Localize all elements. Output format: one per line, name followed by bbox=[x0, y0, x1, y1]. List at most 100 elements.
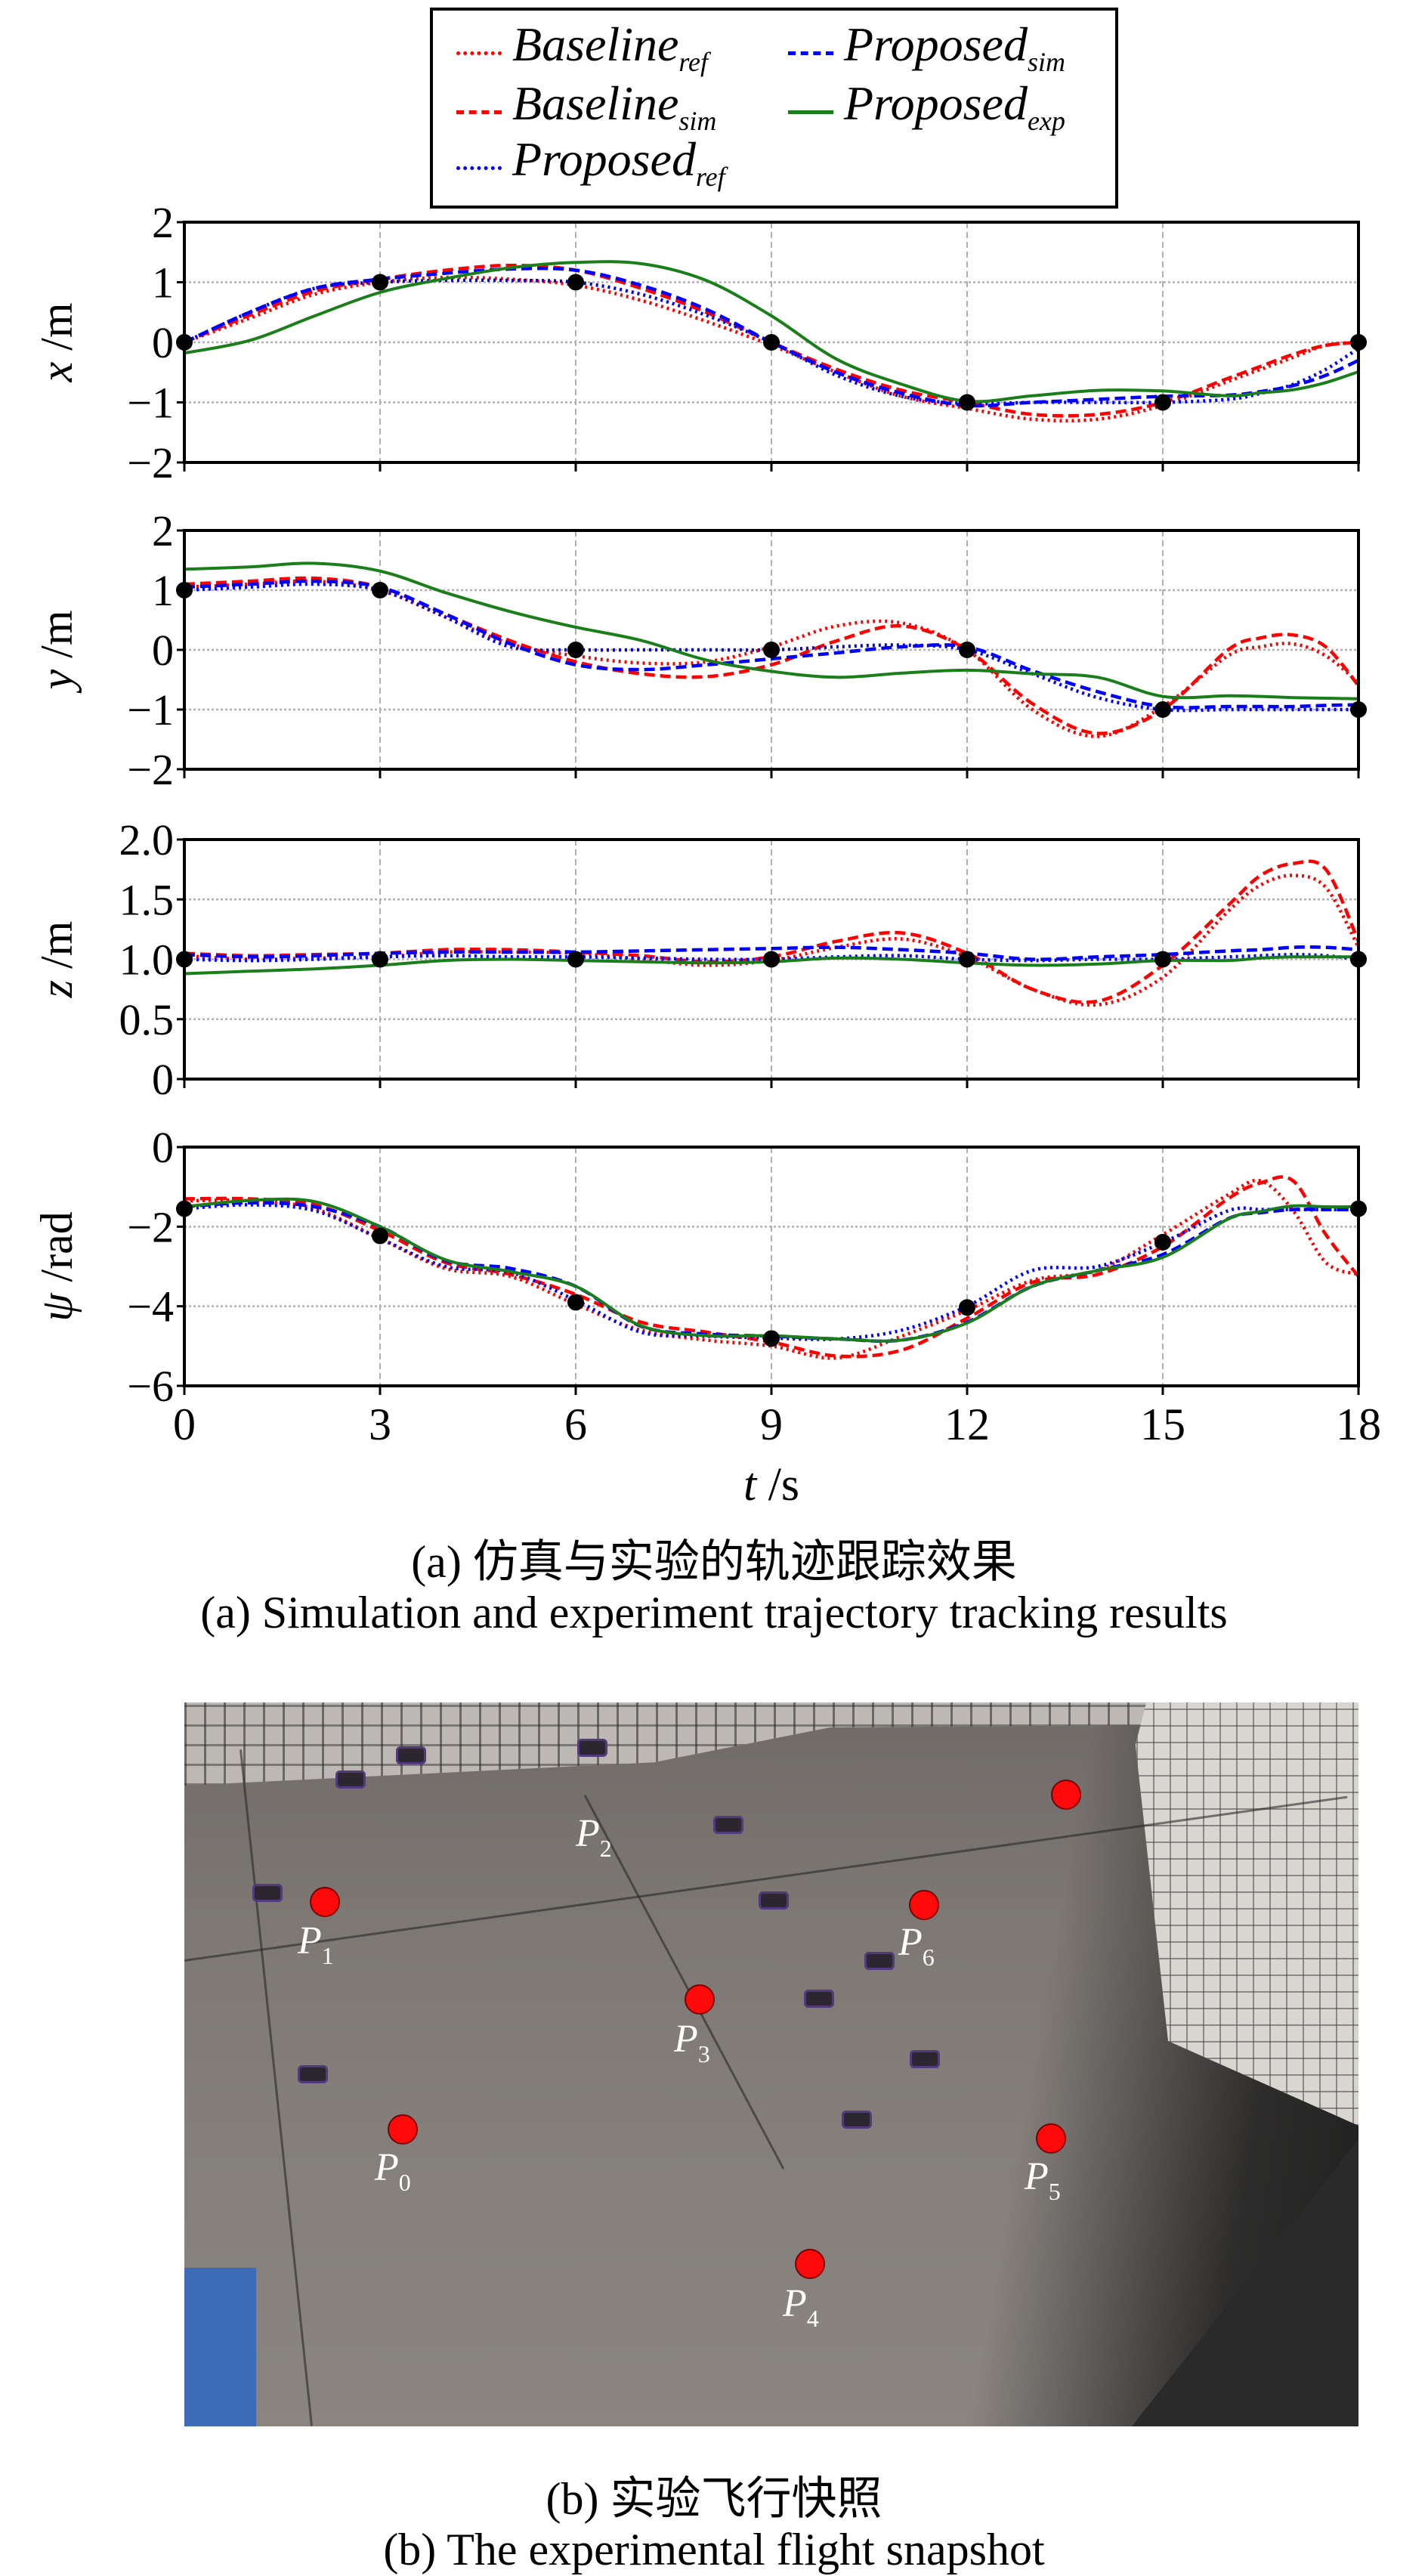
legend-item-proposed-sim: Proposedsim bbox=[788, 20, 1065, 77]
flight-snapshot-photo: P2 P1 P6 P3 P0 P5 P4 bbox=[184, 1702, 1358, 2426]
waypoint-marker-p1 bbox=[310, 1887, 340, 1917]
z-series-proposed-ref bbox=[184, 952, 1359, 963]
blue-mat bbox=[184, 2268, 256, 2426]
y-ytick-label: 0 bbox=[152, 626, 174, 675]
y-ytick-label: 1 bbox=[152, 566, 174, 615]
x-ytick-label: −2 bbox=[127, 438, 174, 487]
x-axes-frame bbox=[183, 221, 1360, 464]
x-series-baseline-ref bbox=[184, 275, 1359, 423]
time-tick-label: 6 bbox=[564, 1399, 587, 1449]
time-tick-label: 3 bbox=[369, 1399, 391, 1449]
net-corner bbox=[1132, 2139, 1358, 2426]
psi-axis-label: ψ /rad bbox=[32, 1211, 82, 1322]
legend-item-baseline-ref: Baselineref bbox=[456, 20, 708, 77]
psi-waypoint-marker bbox=[567, 1294, 584, 1311]
psi-series-baseline-sim bbox=[184, 1175, 1360, 1359]
z-ytick-label: 0.5 bbox=[119, 995, 175, 1044]
y-ytick-label: 2 bbox=[152, 506, 174, 555]
waypoint-marker-p5 bbox=[1036, 2123, 1066, 2154]
drone bbox=[910, 2050, 940, 2068]
y-axis-label: y /m bbox=[32, 611, 82, 694]
wall-net bbox=[1135, 1702, 1358, 2126]
x-series-proposed-exp bbox=[184, 260, 1359, 404]
x-waypoint-marker bbox=[959, 394, 975, 411]
x-ytick-label: 0 bbox=[152, 318, 174, 367]
waypoint-label-p3: P3 bbox=[674, 2018, 710, 2068]
y-series-proposed-exp bbox=[184, 561, 1359, 700]
psi-ytick-label: −6 bbox=[127, 1362, 174, 1411]
legend-line-sample bbox=[456, 165, 502, 170]
y-ytick-label: −1 bbox=[127, 685, 174, 734]
drone bbox=[396, 1746, 426, 1764]
x-waypoint-marker bbox=[1154, 394, 1171, 411]
y-series-proposed-ref bbox=[184, 582, 1358, 713]
drone bbox=[713, 1816, 743, 1834]
legend-line-sample bbox=[456, 110, 502, 114]
caption-b-english: (b) The experimental flight snapshot bbox=[383, 2525, 1045, 2574]
x-axis-label: x /m bbox=[32, 303, 82, 383]
waypoint-marker-p6 bbox=[909, 1890, 939, 1920]
z-series-baseline-ref bbox=[184, 874, 1360, 1007]
x-series-baseline-sim bbox=[184, 263, 1359, 418]
psi-waypoint-marker bbox=[1154, 1233, 1171, 1251]
z-ytick-label: 0 bbox=[152, 1055, 174, 1104]
z-ytick-label: 2.0 bbox=[119, 815, 175, 864]
psi-axes-frame bbox=[183, 1146, 1360, 1387]
z-axis-label: z /m bbox=[32, 921, 82, 999]
psi-waypoint-marker bbox=[959, 1299, 975, 1316]
drone bbox=[577, 1739, 607, 1757]
time-tick-label: 12 bbox=[944, 1399, 990, 1449]
z-waypoint-marker bbox=[959, 951, 975, 968]
y-waypoint-marker bbox=[567, 642, 584, 658]
caption-b-chinese: (b) 实验飞行快照 bbox=[546, 2474, 882, 2524]
z-waypoint-marker bbox=[763, 951, 780, 968]
drone bbox=[804, 1990, 834, 2008]
psi-ytick-label: −2 bbox=[127, 1202, 174, 1251]
y-waypoint-marker bbox=[763, 642, 780, 658]
legend-label: Baselineref bbox=[512, 17, 709, 77]
y-axes-frame bbox=[183, 529, 1360, 771]
drone bbox=[842, 2111, 872, 2129]
time-tick-label: 0 bbox=[173, 1399, 196, 1449]
waypoint-marker-p3 bbox=[685, 1984, 715, 2015]
legend-item-proposed-exp: Proposedexp bbox=[788, 79, 1065, 136]
x-ytick-label: −1 bbox=[127, 379, 174, 428]
x-waypoint-marker bbox=[763, 334, 780, 351]
drone bbox=[252, 1884, 283, 1902]
psi-ytick-label: −4 bbox=[127, 1282, 174, 1331]
caption-a-chinese: (a) 仿真与实验的轨迹跟踪效果 bbox=[411, 1537, 1017, 1587]
x-series-proposed-ref bbox=[184, 278, 1360, 406]
y-ytick-label: −2 bbox=[127, 745, 174, 794]
y-waypoint-marker bbox=[372, 582, 388, 598]
psi-waypoint-marker bbox=[372, 1227, 388, 1245]
y-waypoint-marker bbox=[959, 642, 975, 658]
drone bbox=[335, 1770, 366, 1789]
z-waypoint-marker bbox=[1154, 951, 1171, 968]
z-waypoint-marker bbox=[372, 951, 388, 968]
caption-a-english: (a) Simulation and experiment trajectory… bbox=[200, 1588, 1228, 1637]
legend-label: Proposedexp bbox=[844, 76, 1065, 136]
legend-item-baseline-sim: Baselinesim bbox=[456, 79, 716, 136]
z-ytick-label: 1.0 bbox=[119, 935, 175, 985]
z-waypoint-marker bbox=[567, 951, 584, 968]
waypoint-label-p5: P5 bbox=[1025, 2155, 1061, 2206]
waypoint-marker-p4 bbox=[795, 2249, 825, 2279]
psi-ytick-label: 0 bbox=[152, 1123, 174, 1172]
z-series-proposed-sim bbox=[184, 945, 1359, 961]
waypoint-marker-p0 bbox=[388, 2114, 418, 2145]
drone bbox=[864, 1952, 895, 1970]
chart-legend: Baselineref Baselinesim Proposedref Prop… bbox=[430, 8, 1118, 209]
mat-seam bbox=[583, 1795, 785, 2169]
psi-waypoint-marker bbox=[763, 1330, 780, 1347]
x-ytick-label: 2 bbox=[152, 198, 174, 247]
waypoint-label-p1: P1 bbox=[298, 1919, 334, 1970]
waypoint-label-p2: P2 bbox=[576, 1812, 612, 1863]
x-waypoint-marker bbox=[567, 274, 584, 291]
trajectory-chart: 2 1 0 −1 −2 x /m 2 1 0 −1 −2 y /m 2.0 1.5 1.0 0.5 0 z /m 0… bbox=[32, 198, 1381, 1511]
y-series-proposed-sim bbox=[184, 579, 1359, 710]
legend-label: Proposedsim bbox=[844, 17, 1065, 77]
x-ytick-label: 1 bbox=[152, 258, 174, 308]
drone bbox=[298, 2065, 328, 2083]
z-ytick-label: 1.5 bbox=[119, 875, 175, 924]
legend-label: Proposedref bbox=[512, 131, 725, 192]
